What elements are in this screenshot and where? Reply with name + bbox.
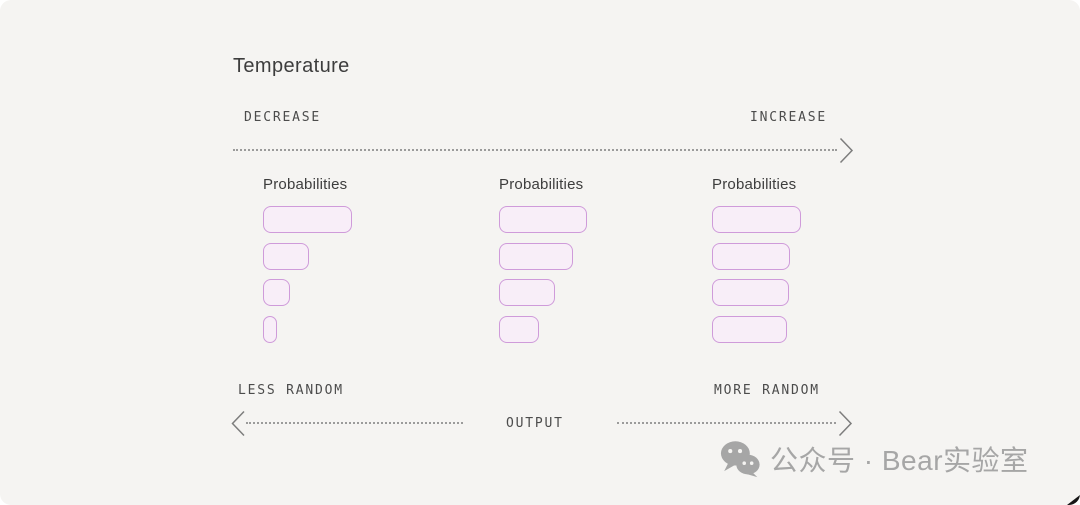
output-axis-arrow-left [231,410,463,437]
dotted-line [246,422,463,424]
watermark: 公众号 · Bear实验室 [720,439,1029,479]
probability-bar [499,315,539,343]
dotted-line [617,422,836,424]
probability-bar [263,206,352,233]
corner-mark [1067,495,1080,505]
probabilities-label: Probabilities [712,176,797,193]
less-random-label: LESS RANDOM [238,383,344,398]
probabilities-label: Probabilities [263,176,348,193]
arrow-right-icon [839,137,854,164]
probability-bar [263,279,290,307]
probabilities-label: Probabilities [499,176,584,193]
probability-bar [263,315,277,343]
increase-label: INCREASE [750,110,828,125]
more-random-label: MORE RANDOM [714,383,820,398]
probability-bar [499,206,587,233]
probability-bar [499,279,555,307]
probability-bar [712,279,789,307]
dotted-line [233,149,837,151]
diagram-title: Temperature [233,55,350,77]
output-axis-arrow-right [617,410,853,437]
probability-group-low-temp: Probabilities [263,177,352,352]
probability-bars [263,206,352,343]
output-label: OUTPUT [506,416,564,431]
probability-bar [712,315,787,343]
probability-group-high-temp: Probabilities [712,177,801,352]
wechat-icon [720,441,760,478]
probability-group-mid-temp: Probabilities [499,177,587,352]
temperature-axis-arrow [233,137,854,164]
arrow-right-icon [838,410,853,437]
probability-bar [712,206,801,233]
arrow-left-icon [231,410,245,437]
probability-bars [712,206,801,343]
watermark-text: 公众号 · Bear实验室 [770,445,1029,476]
probability-bar [499,242,573,270]
probability-bars [499,206,587,343]
decrease-label: DECREASE [244,110,322,125]
probability-bar [263,242,309,270]
probability-bar [712,242,790,270]
